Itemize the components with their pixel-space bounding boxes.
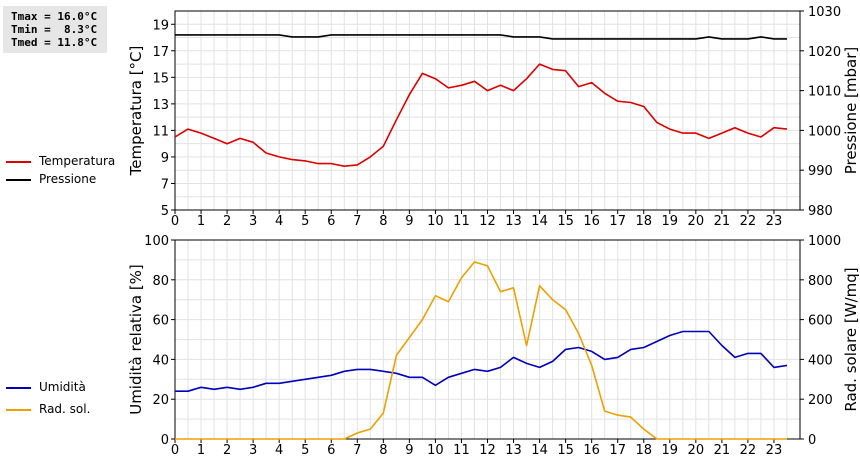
x-tick-label: 12 <box>479 443 496 458</box>
y-tick-label-left: 11 <box>152 124 169 139</box>
legend-label-rad-sol: Rad. sol. <box>39 402 91 416</box>
y-tick-label-left: 40 <box>152 353 169 368</box>
series-line-umidit <box>175 330 788 393</box>
x-tick-label: 8 <box>379 214 387 229</box>
tmed-text: Tmed = 11.8°C <box>11 36 98 49</box>
x-tick-label: 9 <box>405 214 413 229</box>
x-tick-label: 18 <box>635 443 652 458</box>
x-tick-label: 8 <box>379 443 387 458</box>
tmin-text: Tmin = 8.3°C <box>11 23 98 36</box>
y-tick-label-left: 20 <box>152 393 169 408</box>
x-tick-label: 6 <box>327 443 335 458</box>
series-line-temperatura <box>174 63 788 167</box>
legend-label-pressione: Pressione <box>39 172 97 186</box>
y-tick-label-right: 200 <box>808 393 833 408</box>
x-tick-label: 14 <box>531 443 548 458</box>
x-tick-label: 19 <box>662 214 679 229</box>
y-tick-label-right: 1000 <box>808 124 841 139</box>
x-tick-label: 0 <box>171 443 179 458</box>
chart-panel-1: 0 1 2 3 4 5 6 7 8 9 10 11 12 13 14 15 16 17 18 19 20 21 22 2302… <box>127 234 860 458</box>
x-tick-label: 17 <box>609 443 626 458</box>
x-tick-label: 2 <box>223 443 231 458</box>
legend-label-umidita: Umidità <box>39 380 86 394</box>
x-tick-label: 4 <box>275 214 283 229</box>
x-tick-label: 5 <box>301 443 309 458</box>
x-tick-label: 4 <box>275 443 283 458</box>
x-tick-label: 23 <box>766 214 783 229</box>
y-axis-label-left: Umidità relativa [%] <box>127 264 145 415</box>
x-tick-label: 7 <box>353 214 361 229</box>
x-tick-label: 2 <box>223 214 231 229</box>
x-tick-label: 21 <box>714 214 731 229</box>
legend-swatch-rad-sol <box>6 409 31 411</box>
y-tick-label-right: 990 <box>808 164 833 179</box>
x-tick-label: 18 <box>635 214 652 229</box>
x-tick-label: 3 <box>249 443 257 458</box>
y-tick-label-left: 100 <box>144 234 169 249</box>
y-tick-label-left: 15 <box>152 71 169 86</box>
legend-swatch-pressione <box>6 179 31 181</box>
x-tick-label: 13 <box>505 443 522 458</box>
series-line-pressione <box>175 34 787 40</box>
x-tick-label: 13 <box>505 214 522 229</box>
series-line-rad-sol <box>175 261 787 440</box>
x-tick-label: 20 <box>688 214 705 229</box>
y-tick-label-left: 19 <box>152 18 169 33</box>
legend-swatch-umidita <box>6 387 31 389</box>
y-tick-label-right: 1010 <box>808 85 841 100</box>
y-tick-label-right: 1020 <box>808 45 841 60</box>
y-tick-label-right: 980 <box>808 204 833 219</box>
y-tick-label-right: 600 <box>808 314 833 329</box>
x-tick-label: 22 <box>740 443 757 458</box>
y-tick-label-right: 800 <box>808 274 833 289</box>
y-tick-label-right: 0 <box>808 433 816 448</box>
y-axis-label-left: Temperatura [°C] <box>127 46 145 177</box>
x-tick-label: 15 <box>557 214 574 229</box>
x-tick-label: 15 <box>557 443 574 458</box>
x-tick-label: 11 <box>453 443 470 458</box>
y-tick-label-left: 80 <box>152 274 169 289</box>
x-tick-label: 1 <box>197 443 205 458</box>
y-axis-label-right: Pressione [mbar] <box>842 47 860 175</box>
chart-panel-0: 0 1 2 3 4 5 6 7 8 9 10 11 12 13 14 15 16 17 18 19 20 21 22 2357… <box>127 5 860 229</box>
x-tick-label: 3 <box>249 214 257 229</box>
x-tick-label: 19 <box>662 443 679 458</box>
x-tick-label: 11 <box>453 214 470 229</box>
legend-label-temperatura: Temperatura <box>39 154 116 168</box>
stats-box: Tmax = 16.0°C Tmin = 8.3°C Tmed = 11.8°C <box>3 6 107 53</box>
x-tick-label: 16 <box>583 214 600 229</box>
x-tick-label: 12 <box>479 214 496 229</box>
x-tick-label: 21 <box>714 443 731 458</box>
x-tick-label: 17 <box>609 214 626 229</box>
x-tick-label: 5 <box>301 214 309 229</box>
x-tick-label: 20 <box>688 443 705 458</box>
y-tick-label-right: 1000 <box>808 234 841 249</box>
x-tick-label: 16 <box>583 443 600 458</box>
x-tick-label: 22 <box>740 214 757 229</box>
x-tick-label: 1 <box>197 214 205 229</box>
x-tick-label: 9 <box>405 443 413 458</box>
y-tick-label-left: 17 <box>152 45 169 60</box>
y-tick-label-left: 7 <box>161 177 169 192</box>
y-tick-label-right: 1030 <box>808 5 841 20</box>
x-tick-label: 10 <box>427 214 444 229</box>
x-tick-label: 23 <box>766 443 783 458</box>
x-tick-label: 0 <box>171 214 179 229</box>
y-axis-label-right: Rad. solare [W/mq] <box>842 267 860 411</box>
x-tick-label: 7 <box>353 443 361 458</box>
x-tick-label: 14 <box>531 214 548 229</box>
x-tick-label: 10 <box>427 443 444 458</box>
y-tick-label-left: 5 <box>161 204 169 219</box>
y-tick-label-left: 9 <box>161 151 169 166</box>
tmax-text: Tmax = 16.0°C <box>11 10 98 23</box>
y-tick-label-left: 0 <box>161 433 169 448</box>
y-tick-label-left: 13 <box>152 98 169 113</box>
x-tick-label: 6 <box>327 214 335 229</box>
y-tick-label-left: 60 <box>152 314 169 329</box>
y-tick-label-right: 400 <box>808 353 833 368</box>
legend-swatch-temperatura <box>6 161 31 163</box>
